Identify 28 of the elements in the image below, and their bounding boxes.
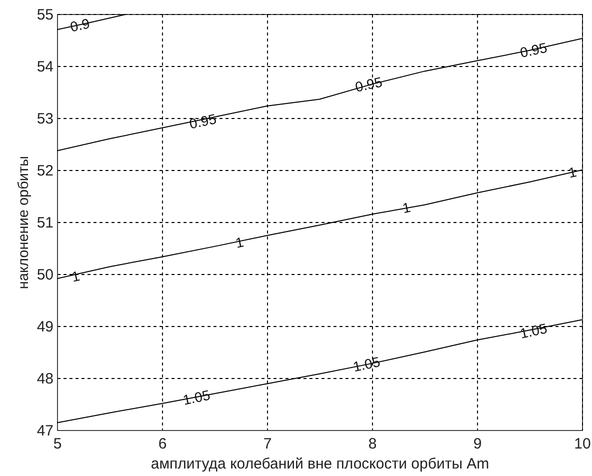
annotation: 1.05 xyxy=(352,353,382,375)
y-tick-label: 52 xyxy=(36,162,54,180)
y-tick-label: 47 xyxy=(36,422,54,440)
annotation: 1.05 xyxy=(181,386,212,408)
annotation: 1 xyxy=(234,234,246,251)
y-tick-label: 55 xyxy=(36,6,54,24)
annotation: 0.95 xyxy=(188,110,218,132)
y-tick-label: 50 xyxy=(36,266,54,284)
annotation: 0.95 xyxy=(518,39,549,61)
y-tick-label: 54 xyxy=(36,58,54,76)
y-axis-title: наклонение орбиты xyxy=(16,156,32,290)
annotation: 1.05 xyxy=(518,320,549,342)
annotation: 0.95 xyxy=(354,74,384,95)
annotation: 0.9 xyxy=(68,15,92,35)
y-tick-label: 53 xyxy=(36,110,54,128)
annotation: 1 xyxy=(566,163,578,181)
x-tick-label: 8 xyxy=(368,436,377,452)
annotation: 1 xyxy=(400,198,412,216)
y-tick-label: 49 xyxy=(36,318,54,336)
x-tick-label: 7 xyxy=(263,436,272,452)
y-tick-label: 48 xyxy=(36,370,54,388)
x-axis-title: амплитуда колебаний вне плоскости орбиты Am xyxy=(150,456,490,472)
y-tick-label: 51 xyxy=(36,214,54,232)
x-tick-label: 10 xyxy=(574,436,591,452)
x-tick-label: 5 xyxy=(53,436,62,452)
x-tick-label: 9 xyxy=(473,436,482,452)
x-tick-label: 6 xyxy=(158,436,167,452)
annotation: 1 xyxy=(70,267,82,285)
